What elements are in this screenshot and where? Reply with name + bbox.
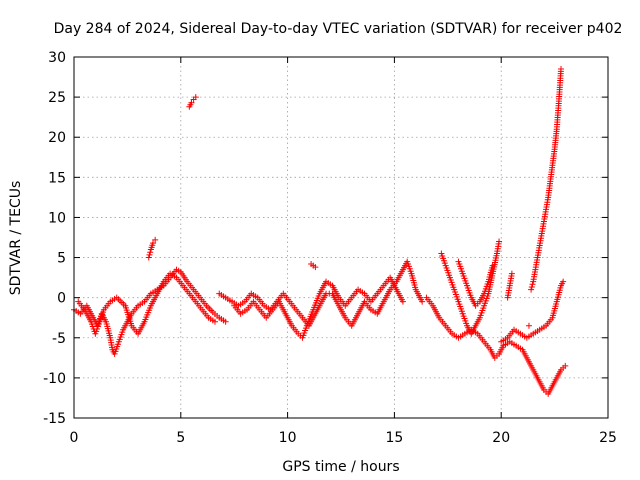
- series-trace-b: [75, 270, 218, 337]
- data-point-marker: [489, 262, 496, 269]
- plot-frame: [73, 56, 609, 419]
- y-tick-label: 5: [57, 251, 66, 267]
- x-tick-label: 25: [599, 430, 617, 446]
- series-trace-l: [186, 94, 199, 110]
- series-trace-n: [525, 322, 532, 329]
- data-point-marker: [222, 318, 229, 325]
- series-trace-i: [504, 270, 515, 301]
- axis-ticks: [73, 56, 609, 419]
- data-point-marker: [419, 298, 426, 305]
- y-tick-label: 15: [48, 170, 66, 186]
- y-tick-label: 0: [57, 291, 66, 307]
- data-point-marker: [525, 322, 532, 329]
- x-tick-label: 0: [70, 430, 79, 446]
- y-tick-label: 30: [48, 50, 66, 66]
- y-axis-label: SDTVAR / TECUs: [8, 181, 24, 296]
- y-tick-label: 20: [48, 130, 66, 146]
- data-point-marker: [211, 318, 218, 325]
- series-trace-g: [455, 258, 496, 309]
- series-trace-e: [423, 294, 569, 397]
- y-tick-label: 25: [48, 90, 66, 106]
- data-point-marker: [508, 270, 515, 277]
- chart-title: Day 284 of 2024, Sidereal Day-to-day VTE…: [54, 21, 623, 37]
- data-point-marker: [529, 281, 536, 288]
- data-point-marker: [528, 283, 535, 290]
- data-point-marker: [562, 362, 569, 369]
- x-axis-label: GPS time / hours: [282, 459, 399, 475]
- data-point-marker: [558, 66, 565, 73]
- data-point-marker: [188, 99, 195, 106]
- y-tick-label: -10: [43, 371, 66, 387]
- series-trace-d: [231, 274, 406, 341]
- data-point-marker: [312, 264, 319, 271]
- data-point-marker: [147, 249, 154, 256]
- data-point-marker: [146, 251, 153, 258]
- x-tick-label: 10: [279, 430, 297, 446]
- series-trace-m: [308, 260, 319, 271]
- tick-labels: 0 5 10 15 20 25 -15 -10 -5 0 5 10 15 20 25 30: [43, 50, 617, 446]
- y-tick-label: -15: [43, 411, 66, 427]
- data-point-marker: [152, 236, 159, 243]
- y-tick-label: -5: [52, 331, 66, 347]
- data-point-marker: [192, 94, 199, 101]
- series-trace-f: [438, 238, 503, 337]
- data-point-marker: [496, 238, 503, 245]
- data-point-marker: [150, 240, 157, 247]
- data-point-marker: [528, 286, 535, 293]
- x-tick-label: 5: [176, 430, 185, 446]
- data-point-marker: [560, 278, 567, 285]
- y-tick-label: 10: [48, 210, 66, 226]
- series-trace-k: [145, 236, 159, 261]
- series-trace-h: [498, 278, 567, 345]
- data-marks: [71, 66, 569, 397]
- data-point-marker: [399, 298, 406, 305]
- x-tick-label: 15: [385, 430, 403, 446]
- data-point-marker: [145, 254, 152, 261]
- series-trace-j: [528, 66, 565, 293]
- x-tick-label: 20: [492, 430, 510, 446]
